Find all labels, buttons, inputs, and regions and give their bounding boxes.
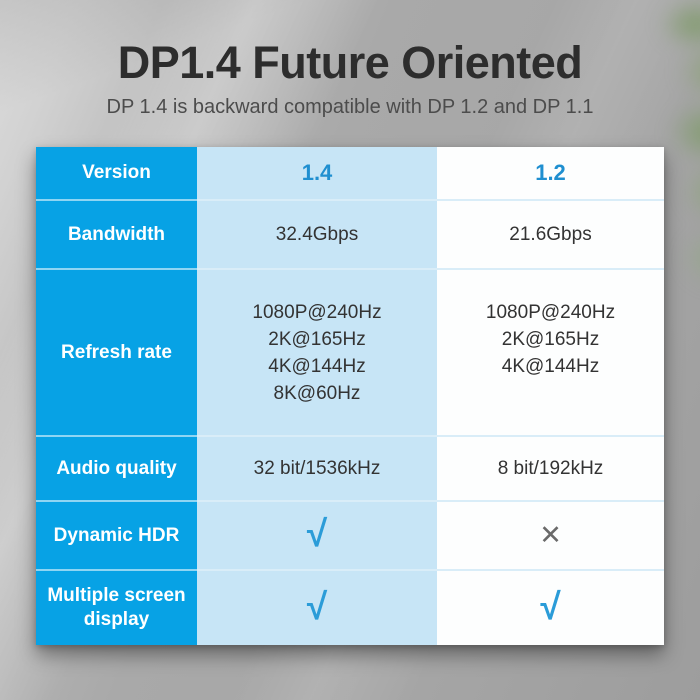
- row-label: Dynamic HDR: [36, 502, 197, 571]
- dp14-refresh-line: 4K@144Hz: [268, 355, 366, 377]
- dp14-value: 32.4Gbps: [197, 201, 437, 270]
- dp14-value: 1.4: [197, 147, 437, 201]
- table-row-bandwidth: Bandwidth 32.4Gbps 21.6Gbps: [36, 201, 664, 270]
- page-subtitle: DP 1.4 is backward compatible with DP 1.…: [106, 95, 594, 118]
- dp12-audio-text: 8 bit/192kHz: [497, 457, 604, 479]
- dp14-bandwidth-text: 32.4Gbps: [275, 223, 359, 245]
- dp12-value: √: [437, 571, 664, 645]
- dp14-refresh-line: 2K@165Hz: [268, 328, 366, 350]
- row-label: Bandwidth: [36, 201, 197, 270]
- table-row-dynamic-hdr: Dynamic HDR √ ✕: [36, 502, 664, 571]
- dp12-refresh-line: 1080P@240Hz: [485, 302, 616, 323]
- dp14-version-text: 1.4: [301, 160, 333, 185]
- dp12-value: 8 bit/192kHz: [437, 437, 664, 502]
- header: DP1.4 Future Oriented DP 1.4 is backward…: [0, 38, 700, 119]
- table-row-version: Version 1.4 1.2: [36, 147, 664, 201]
- dp12-value: 21.6Gbps: [437, 201, 664, 270]
- comparison-table: Version 1.4 1.2 Bandwidth 32.4Gbps 21.6G…: [36, 147, 664, 645]
- check-icon: √: [306, 585, 328, 627]
- dp14-audio-text: 32 bit/1536kHz: [253, 457, 381, 479]
- table-row-audio-quality: Audio quality 32 bit/1536kHz 8 bit/192kH…: [36, 437, 664, 502]
- table-row-refresh-rate: Refresh rate 1080P@240Hz 2K@165Hz 4K@144…: [36, 270, 664, 437]
- dp12-value: ✕: [437, 502, 664, 571]
- dp12-value: 1080P@240Hz 2K@165Hz 4K@144Hz: [437, 270, 664, 437]
- dp14-value: 32 bit/1536kHz: [197, 437, 437, 502]
- dp14-value: 1080P@240Hz 2K@165Hz 4K@144Hz 8K@60Hz: [197, 270, 437, 437]
- dp12-bandwidth-text: 21.6Gbps: [509, 223, 592, 245]
- dp14-value: √: [197, 502, 437, 571]
- dp14-value: √: [197, 571, 437, 645]
- dp12-version-text: 1.2: [535, 160, 566, 185]
- table-row-multiple-screen-display: Multiple screen display √ √: [36, 571, 664, 645]
- page-title: DP1.4 Future Oriented: [117, 37, 583, 88]
- row-label: Multiple screen display: [36, 571, 197, 645]
- check-icon: √: [306, 513, 328, 554]
- dp12-refresh-line: 4K@144Hz: [501, 356, 600, 377]
- cross-icon: ✕: [539, 520, 562, 550]
- row-label: Version: [36, 147, 197, 201]
- row-label: Audio quality: [36, 437, 197, 502]
- dp14-refresh-line: 8K@60Hz: [273, 382, 361, 404]
- check-icon: √: [540, 585, 561, 627]
- row-label: Refresh rate: [36, 270, 197, 437]
- dp12-refresh-line: 2K@165Hz: [501, 329, 600, 350]
- dp12-value: 1.2: [437, 147, 664, 201]
- dp14-refresh-line: 1080P@240Hz: [252, 301, 382, 323]
